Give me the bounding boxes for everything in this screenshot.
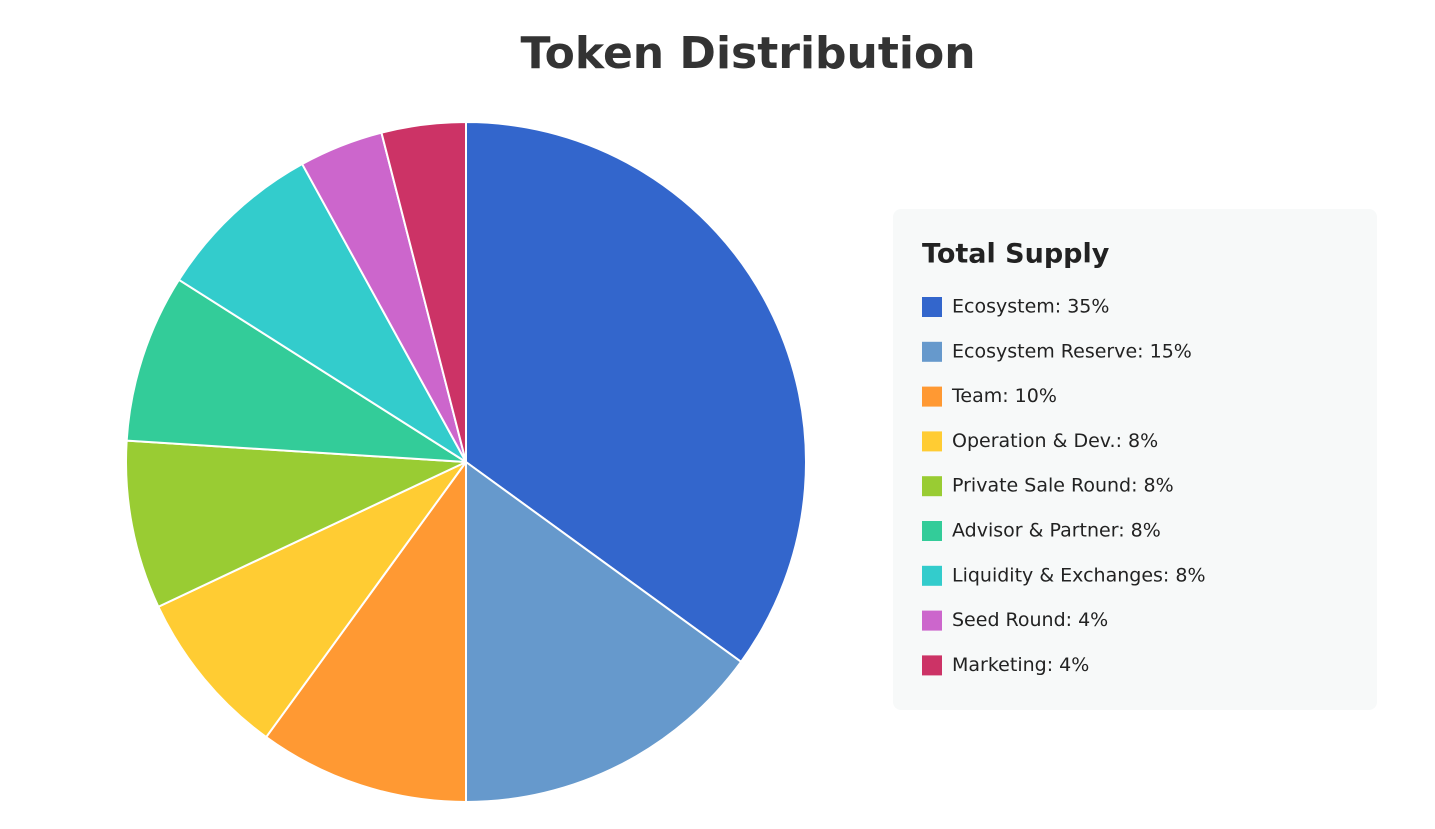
legend-swatch <box>922 610 942 631</box>
legend-label: Marketing: 4% <box>952 654 1089 676</box>
pie-slice <box>125 439 467 609</box>
legend-box <box>893 209 1377 710</box>
pie-slice <box>177 162 467 463</box>
legend-swatch <box>922 521 942 541</box>
chart-title: Token Distribution <box>520 28 975 79</box>
legend-label: Ecosystem: 35% <box>952 296 1109 318</box>
pie-slice <box>380 120 467 463</box>
legend-swatch <box>922 655 942 676</box>
legend-swatch <box>922 565 942 586</box>
legend-swatch <box>922 386 942 407</box>
legend-swatch <box>922 431 942 452</box>
pie-slice <box>465 460 743 804</box>
legend-label: Private Sale Round: 8% <box>952 475 1174 497</box>
pie-slice <box>157 461 467 739</box>
legend-label: Team: 10% <box>951 385 1057 407</box>
legend-swatch <box>922 297 942 317</box>
legend-label: Operation & Dev.: 8% <box>952 430 1158 452</box>
pie-slice <box>264 458 467 804</box>
legend-label: Advisor & Partner: 8% <box>952 520 1161 542</box>
pie-slice <box>125 278 467 463</box>
pie-slice <box>465 120 807 664</box>
legend-label: Seed Round: 4% <box>952 609 1108 631</box>
legend-label: Liquidity & Exchanges: 8% <box>952 564 1206 586</box>
legend-label: Ecosystem Reserve: 15% <box>952 340 1192 362</box>
legend-swatch <box>922 476 942 497</box>
legend-title: Total Supply <box>922 239 1110 270</box>
legend-swatch <box>922 341 942 362</box>
